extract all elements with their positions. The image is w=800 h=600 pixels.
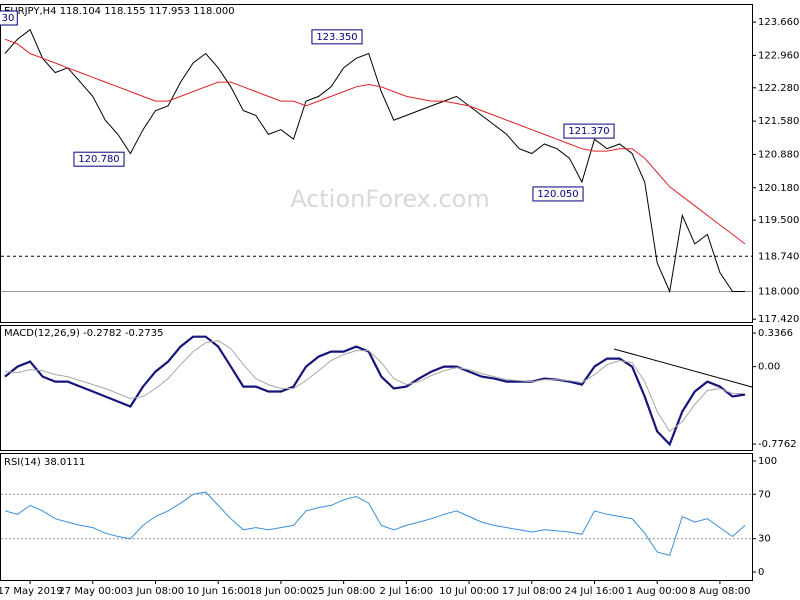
annotation: 120.050: [537, 189, 578, 200]
y-tick-label: 121.580: [758, 116, 799, 127]
annotation: 120.780: [78, 154, 119, 165]
y-tick-label: -0.7762: [758, 439, 797, 450]
level-label: 118.740: [758, 251, 799, 262]
annotation-box: [532, 186, 584, 202]
x-tick-label: 17 May 2019: [0, 586, 63, 597]
x-tick-label: 25 Jun 08:00: [312, 586, 376, 597]
x-tick-label: 18 Jun 00:00: [249, 586, 313, 597]
annotation-box: [0, 10, 18, 26]
level-label-box: [753, 249, 800, 264]
x-tick-label: 17 Jul 08:00: [502, 586, 562, 597]
annotation: 30: [2, 13, 15, 24]
y-tick-label: 0.00: [758, 362, 780, 373]
series-line: [4, 28, 745, 294]
x-tick-label: 1 Aug 00:00: [627, 586, 688, 597]
x-tick-label: 10 Jul 00:00: [439, 586, 499, 597]
series-line: [4, 491, 746, 557]
level-label: 118.000: [758, 287, 799, 298]
macd-title: MACD(12,26,9) -0.2782 -0.2735: [4, 328, 164, 339]
y-tick-label: 117.420: [758, 314, 799, 325]
y-tick-label: 30: [758, 534, 771, 545]
x-tick-label: 8 Aug 08:00: [689, 586, 750, 597]
series-line: [4, 38, 746, 245]
x-tick-label: 24 Jul 16:00: [565, 586, 625, 597]
y-tick-label: 70: [758, 489, 771, 500]
y-tick-label: 123.660: [758, 17, 799, 28]
level-label-box: [753, 284, 800, 299]
macd-panel: [0, 325, 753, 451]
x-tick-label: 3 Jun 08:00: [127, 586, 184, 597]
rsi-panel: [0, 453, 753, 581]
annotation: 121.370: [568, 126, 609, 137]
y-tick-label: 120.180: [758, 183, 799, 194]
y-tick-label: 119.500: [758, 215, 799, 226]
annotation-box: [73, 151, 125, 167]
watermark: ActionForex.com: [290, 185, 490, 213]
y-tick-label: 100: [758, 456, 777, 467]
y-tick-label: 120.880: [758, 149, 799, 160]
x-tick-label: 10 Jun 16:00: [186, 586, 250, 597]
series-line: [4, 335, 746, 447]
annotation: 123.350: [316, 32, 357, 43]
x-tick-label: 27 May 00:00: [59, 586, 128, 597]
y-tick-label: 122.280: [758, 83, 799, 94]
annotation-box: [311, 29, 363, 45]
price-panel: [0, 4, 753, 323]
annotation-box: [563, 123, 615, 139]
chart-title: EURJPY,H4 118.104 118.155 117.953 118.00…: [4, 6, 235, 17]
trend-line: [613, 348, 753, 388]
series-line: [4, 340, 745, 433]
y-tick-label: 122.960: [758, 50, 799, 61]
y-tick-label: 0: [758, 567, 764, 578]
x-tick-label: 2 Jul 16:00: [380, 586, 434, 597]
y-tick-label: 0.3366: [758, 328, 793, 339]
rsi-title: RSI(14) 38.0111: [4, 457, 85, 468]
